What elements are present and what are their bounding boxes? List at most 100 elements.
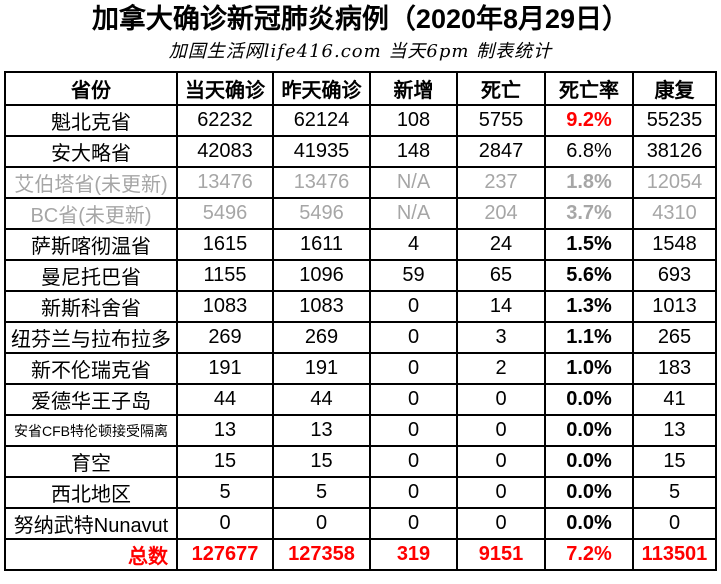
cell-today-confirmed: 62232 — [176, 104, 274, 137]
col-header-death-rate: 死亡率 — [544, 71, 634, 106]
province-name: 曼尼托巴省 — [4, 259, 178, 292]
cell-death-rate: 0.0% — [544, 476, 634, 509]
cell-death-rate: 1.0% — [544, 352, 634, 385]
cell-death-rate: 7.2% — [544, 538, 634, 571]
cell-death-rate: 1.5% — [544, 228, 634, 261]
table-row: 爱德华王子岛 44 44 0 0 0.0% 41 — [4, 383, 717, 416]
cell-recovered: 4310 — [632, 197, 717, 230]
cell-death-rate: 5.6% — [544, 259, 634, 292]
col-header-recovered: 康复 — [632, 71, 717, 106]
cell-new-cases: 148 — [369, 135, 458, 168]
table-row: 安省CFB特伦顿接受隔离 13 13 0 0 0.0% 13 — [4, 414, 717, 447]
cell-yesterday-confirmed: 15 — [272, 445, 371, 478]
cell-yesterday-confirmed: 13476 — [272, 166, 371, 199]
cell-deaths: 237 — [456, 166, 546, 199]
province-name: 安大略省 — [4, 135, 178, 168]
cell-new-cases: 0 — [369, 383, 458, 416]
table-row: 魁北克省 62232 62124 108 5755 9.2% 55235 — [4, 104, 717, 137]
cell-deaths: 24 — [456, 228, 546, 261]
cell-new-cases: 0 — [369, 352, 458, 385]
cell-death-rate: 0.0% — [544, 507, 634, 540]
table-header: 省份 当天确诊 昨天确诊 新增 死亡 死亡率 康复 — [4, 71, 717, 106]
table-row: 新不伦瑞克省 191 191 0 2 1.0% 183 — [4, 352, 717, 385]
col-header-province: 省份 — [4, 71, 178, 106]
col-header-deaths: 死亡 — [456, 71, 546, 106]
cell-today-confirmed: 13476 — [176, 166, 274, 199]
cell-today-confirmed: 13 — [176, 414, 274, 447]
cell-deaths: 5755 — [456, 104, 546, 137]
cell-deaths: 0 — [456, 383, 546, 416]
province-name: 萨斯喀彻温省 — [4, 228, 178, 261]
col-header-yesterday-confirmed: 昨天确诊 — [272, 71, 371, 106]
cell-recovered: 5 — [632, 476, 717, 509]
cell-new-cases: 0 — [369, 476, 458, 509]
table-row: 育空 15 15 0 0 0.0% 15 — [4, 445, 717, 478]
cell-today-confirmed: 44 — [176, 383, 274, 416]
cell-death-rate: 9.2% — [544, 104, 634, 137]
col-header-new-cases: 新增 — [369, 71, 458, 106]
cell-yesterday-confirmed: 62124 — [272, 104, 371, 137]
province-name: 魁北克省 — [4, 104, 178, 137]
cell-death-rate: 3.7% — [544, 197, 634, 230]
cell-recovered: 183 — [632, 352, 717, 385]
cell-recovered: 41 — [632, 383, 717, 416]
cell-yesterday-confirmed: 41935 — [272, 135, 371, 168]
cell-deaths: 0 — [456, 445, 546, 478]
cell-today-confirmed: 0 — [176, 507, 274, 540]
cell-yesterday-confirmed: 5 — [272, 476, 371, 509]
province-name: 爱德华王子岛 — [4, 383, 178, 416]
covid-cases-table: 省份 当天确诊 昨天确诊 新增 死亡 死亡率 康复 魁北克省 62232 62124 108 575… — [4, 71, 717, 571]
province-name: 努纳武特Nunavut — [4, 507, 178, 540]
table-row: BC省(未更新) 5496 5496 N/A 204 3.7% 4310 — [4, 197, 717, 230]
cell-new-cases: 0 — [369, 445, 458, 478]
province-name: 育空 — [4, 445, 178, 478]
col-header-today-confirmed: 当天确诊 — [176, 71, 274, 106]
page-subtitle: 加国生活网life416.com 当天6pm 制表统计 — [168, 41, 553, 62]
cell-deaths: 204 — [456, 197, 546, 230]
province-name: 西北地区 — [4, 476, 178, 509]
header-row: 省份 当天确诊 昨天确诊 新增 死亡 死亡率 康复 — [4, 71, 717, 106]
cell-recovered: 15 — [632, 445, 717, 478]
cell-today-confirmed: 5 — [176, 476, 274, 509]
cell-today-confirmed: 1155 — [176, 259, 274, 292]
cell-yesterday-confirmed: 127358 — [272, 538, 371, 571]
cell-today-confirmed: 1083 — [176, 290, 274, 323]
cell-yesterday-confirmed: 44 — [272, 383, 371, 416]
cell-death-rate: 0.0% — [544, 445, 634, 478]
cell-deaths: 0 — [456, 507, 546, 540]
province-name: 新不伦瑞克省 — [4, 352, 178, 385]
cell-deaths: 2 — [456, 352, 546, 385]
cell-yesterday-confirmed: 1096 — [272, 259, 371, 292]
cell-yesterday-confirmed: 13 — [272, 414, 371, 447]
cell-new-cases: 108 — [369, 104, 458, 137]
cell-today-confirmed: 127677 — [176, 538, 274, 571]
table-row: 曼尼托巴省 1155 1096 59 65 5.6% 693 — [4, 259, 717, 292]
cell-today-confirmed: 1615 — [176, 228, 274, 261]
cell-new-cases: 0 — [369, 321, 458, 354]
table-row: 艾伯塔省(未更新) 13476 13476 N/A 237 1.8% 12054 — [4, 166, 717, 199]
table-body: 魁北克省 62232 62124 108 5755 9.2% 55235 安大略省 42083 4… — [4, 104, 717, 571]
cell-death-rate: 6.8% — [544, 135, 634, 168]
cell-death-rate: 1.1% — [544, 321, 634, 354]
province-name: 艾伯塔省(未更新) — [4, 166, 178, 199]
cell-recovered: 0 — [632, 507, 717, 540]
cell-death-rate: 0.0% — [544, 414, 634, 447]
cell-new-cases: 0 — [369, 507, 458, 540]
cell-death-rate: 1.8% — [544, 166, 634, 199]
cell-deaths: 0 — [456, 414, 546, 447]
cell-recovered: 265 — [632, 321, 717, 354]
cell-deaths: 9151 — [456, 538, 546, 571]
cell-recovered: 113501 — [632, 538, 717, 571]
cell-recovered: 1548 — [632, 228, 717, 261]
cell-new-cases: 59 — [369, 259, 458, 292]
cell-new-cases: N/A — [369, 197, 458, 230]
cell-new-cases: 319 — [369, 538, 458, 571]
cell-deaths: 2847 — [456, 135, 546, 168]
cell-yesterday-confirmed: 0 — [272, 507, 371, 540]
table-row: 纽芬兰与拉布拉多 269 269 0 3 1.1% 265 — [4, 321, 717, 354]
total-label: 总数 — [4, 538, 178, 571]
cell-deaths: 14 — [456, 290, 546, 323]
province-name: 安省CFB特伦顿接受隔离 — [4, 414, 178, 447]
table-row: 安大略省 42083 41935 148 2847 6.8% 38126 — [4, 135, 717, 168]
